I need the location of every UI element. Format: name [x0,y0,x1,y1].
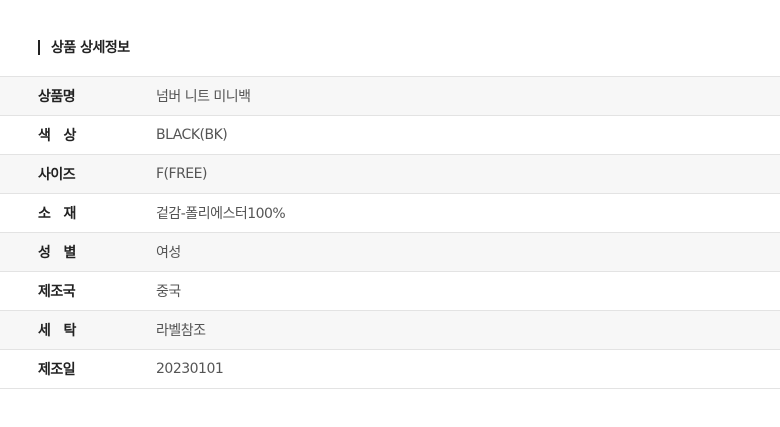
table-row: 색 상 BLACK(BK) [0,116,780,155]
row-value: 라벨참조 [156,323,206,339]
table-row: 성 별 여성 [0,233,780,272]
row-value: F(FREE) [156,166,207,182]
table-row: 소 재 겉감-폴리에스터100% [0,194,780,233]
row-label: 소 재 [38,206,76,222]
row-label: 제조국 [38,284,76,300]
table-row: 제조국 중국 [0,272,780,311]
row-value: BLACK(BK) [156,127,228,143]
row-label: 제조일 [38,362,76,378]
row-value: 중국 [156,284,181,300]
row-value: 넘버 니트 미니백 [156,89,251,105]
row-value: 20230101 [156,361,224,377]
title-accent-bar [38,39,40,55]
row-label: 사이즈 [38,167,76,183]
row-label: 세 탁 [38,323,76,339]
row-label: 상품명 [38,89,76,105]
table-row: 제조일 20230101 [0,350,780,389]
section-title: 상품 상세정보 [51,40,130,56]
table-row: 사이즈 F(FREE) [0,155,780,194]
table-row: 상품명 넘버 니트 미니백 [0,77,780,116]
row-label: 성 별 [38,245,76,261]
row-value: 여성 [156,245,181,261]
product-detail-table: 상품명 넘버 니트 미니백 색 상 BLACK(BK) 사이즈 F(FREE) 소 재… [0,76,780,389]
row-label: 색 상 [38,128,76,144]
table-row: 세 탁 라벨참조 [0,311,780,350]
section-header: 상품 상세정보 [38,37,130,57]
row-value: 겉감-폴리에스터100% [156,206,286,222]
